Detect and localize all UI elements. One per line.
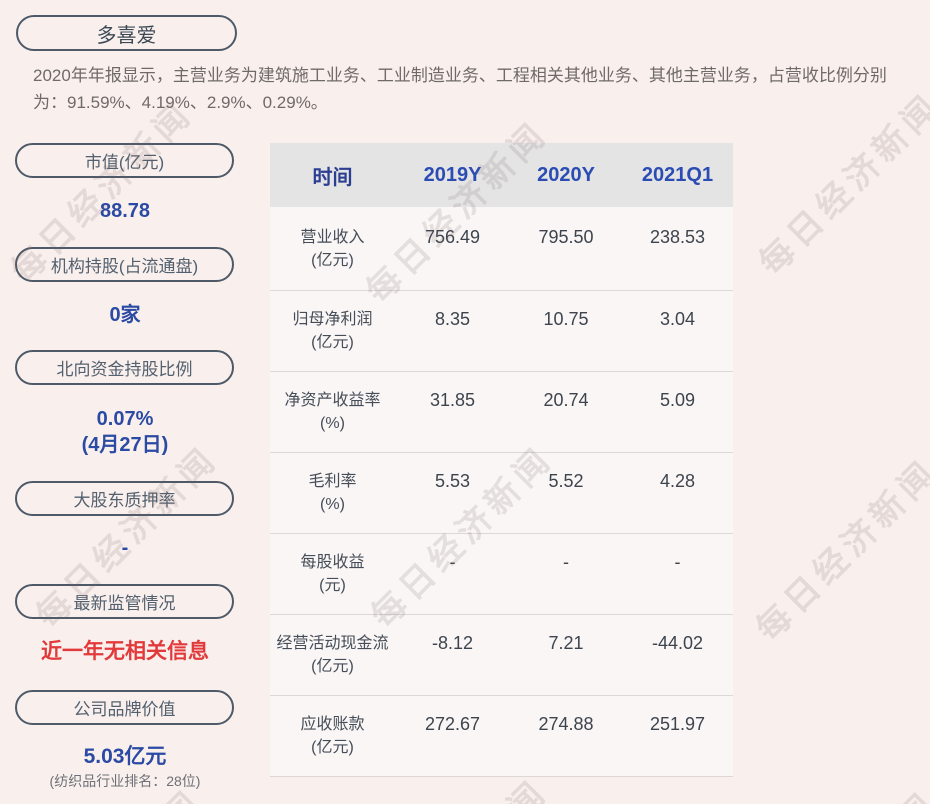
cell-value: 238.53 [649,226,706,247]
table-header-row: 时间 2019Y 2020Y 2021Q1 [270,143,733,207]
cell-value: 5.09 [659,390,696,410]
row-label: 净资产收益率 [284,392,381,409]
stat-label: 大股东质押率 [73,491,176,510]
row-unit: (%) [320,415,345,432]
row-label: 归母净利润 [292,311,373,328]
stat-label: 公司品牌价值 [73,700,176,719]
cell-value: - [449,552,456,572]
company-description: 2020年年报显示，主营业务为建筑施工业务、工业制造业务、工程相关其他业务、其他… [33,66,887,112]
cell-value: 7.21 [548,633,584,653]
cell-value: 5.53 [434,471,471,491]
cell-value: 274.88 [538,714,594,734]
cell-value: 20.74 [543,390,589,410]
column-header-time: 时间 [312,166,353,189]
stat-value-institution-holding: 0家 [109,304,141,326]
column-header-2020y: 2020Y [537,163,595,186]
row-unit: (亿元) [311,658,354,675]
table-row-gross-margin: 毛利率 (%) 5.53 5.52 4.28 [270,453,733,534]
company-name: 多喜爱 [96,24,157,47]
row-label: 应收账款 [300,716,365,733]
cell-value: 31.85 [429,390,476,410]
cell-value: 4.28 [659,471,696,491]
cell-value: - [563,552,569,572]
cell-value: 3.04 [659,309,696,329]
row-label: 经营活动现金流 [276,635,389,652]
table-row-revenue: 营业收入 (亿元) 756.49 795.50 238.53 [270,207,733,291]
table-row-receivables: 应收账款 (亿元) 272.67 274.88 251.97 [270,696,733,777]
company-name-pill: 多喜爱 [16,15,237,51]
stat-note-industry-rank: (纺织品行业排名：28位) [49,773,201,789]
cell-value: 251.97 [649,714,706,734]
cell-value: 272.67 [424,714,481,734]
table-row-eps: 每股收益 (元) - - - [270,534,733,615]
cell-value: - [674,552,681,572]
stat-subvalue-date: (4月27日) [81,434,169,456]
row-label: 营业收入 [300,228,365,246]
row-label: 每股收益 [300,554,365,571]
stat-value-brand-value: 5.03亿元 [83,745,167,768]
cell-value: -44.02 [651,633,704,653]
stat-pill-pledge-ratio: 大股东质押率 [15,481,234,516]
column-header-2019y: 2019Y [423,163,482,186]
stat-value-northbound-ratio: 0.07% (4月27日) [0,406,250,458]
watermark-text: 每日经济新闻 [743,778,930,804]
stat-pill-brand-value: 公司品牌价值 [15,690,234,725]
stat-label: 北向资金持股比例 [56,360,193,379]
stat-value-pledge-ratio: - [121,537,129,559]
row-unit: (%) [320,496,345,513]
cell-value: 756.49 [424,226,481,247]
row-unit: (亿元) [311,251,354,269]
cell-value: 10.75 [543,309,589,329]
stat-label: 最新监管情况 [73,594,176,613]
row-unit: (元) [319,577,346,594]
stat-pill-market-cap: 市值(亿元) [15,143,234,178]
stat-pill-regulation: 最新监管情况 [15,584,234,619]
stat-pill-northbound-ratio: 北向资金持股比例 [15,350,234,385]
cell-value: -8.12 [431,633,474,653]
row-unit: (亿元) [311,334,354,351]
stat-value-market-cap: 88.78 [99,200,151,222]
table-row-operating-cashflow: 经营活动现金流 (亿元) -8.12 7.21 -44.02 [270,615,733,696]
stat-value: 0.07% [96,408,154,430]
row-unit: (亿元) [311,739,354,756]
cell-value: 8.35 [434,309,471,329]
column-header-2021q1: 2021Q1 [641,163,714,186]
watermark-text: 每日经济新闻 [749,452,930,649]
stat-pill-institution-holding: 机构持股(占流通盘) [15,247,234,282]
financial-table: 时间 2019Y 2020Y 2021Q1 营业收入 (亿元) 756.49 7… [270,143,733,777]
stat-label: 市值(亿元) [84,153,165,172]
table-row-roe: 净资产收益率 (%) 31.85 20.74 5.09 [270,372,733,453]
cell-value: 5.52 [548,471,584,491]
table-row-net-profit: 归母净利润 (亿元) 8.35 10.75 3.04 [270,291,733,372]
table-body: 营业收入 (亿元) 756.49 795.50 238.53 归母净利润 (亿元… [270,207,733,777]
stat-value-regulation: 近一年无相关信息 [41,640,209,663]
row-label: 毛利率 [308,473,357,490]
cell-value: 795.50 [538,226,594,247]
stat-label: 机构持股(占流通盘) [50,257,199,276]
